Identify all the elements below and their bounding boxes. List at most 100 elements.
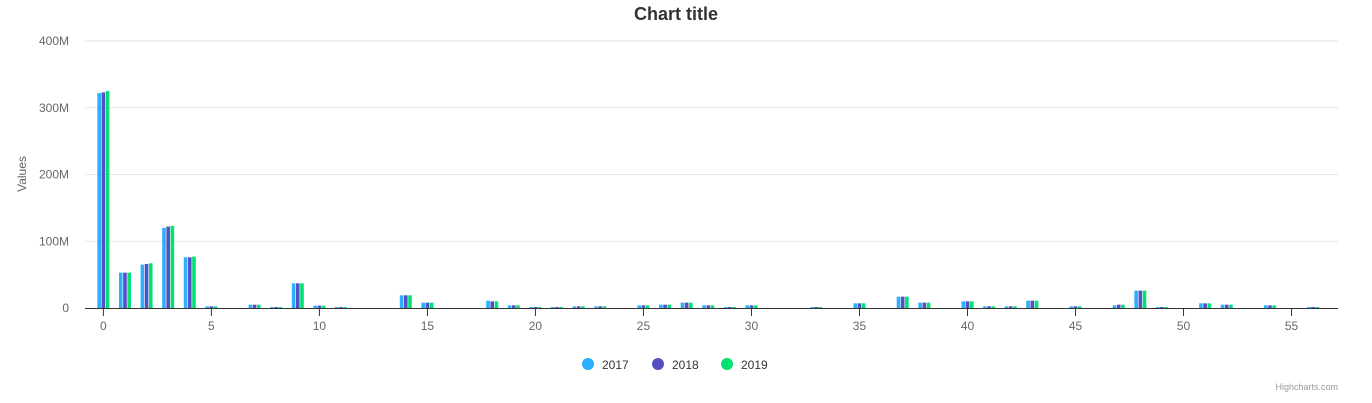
bar-2019-23[interactable]	[602, 306, 607, 308]
bar-2018-54[interactable]	[1268, 305, 1272, 308]
bar-2017-37[interactable]	[896, 296, 901, 308]
bar-2017-29[interactable]	[723, 306, 728, 308]
bar-2019-25[interactable]	[645, 305, 650, 308]
bar-2018-52[interactable]	[1224, 304, 1229, 308]
bar-2017-42[interactable]	[1004, 306, 1009, 308]
bar-2019-54[interactable]	[1272, 305, 1276, 308]
bar-2019-18[interactable]	[494, 301, 499, 308]
bar-2018-33[interactable]	[814, 306, 819, 308]
bar-2017-21[interactable]	[551, 306, 555, 308]
bar-2018-51[interactable]	[1203, 303, 1207, 308]
bar-2019-47[interactable]	[1121, 304, 1125, 308]
bar-2019-48[interactable]	[1142, 290, 1147, 308]
bar-2018-11[interactable]	[339, 306, 343, 308]
bar-2017-1[interactable]	[118, 272, 123, 308]
bar-2018-47[interactable]	[1116, 304, 1121, 308]
bar-2017-56[interactable]	[1307, 306, 1311, 308]
bar-2017-35[interactable]	[853, 303, 858, 308]
bar-2019-1[interactable]	[127, 272, 131, 308]
bar-2019-21[interactable]	[559, 306, 564, 308]
bar-2019-29[interactable]	[732, 306, 736, 308]
bar-2019-15[interactable]	[429, 302, 434, 308]
bar-2017-38[interactable]	[918, 302, 922, 308]
bar-2018-45[interactable]	[1073, 306, 1078, 308]
bar-2018-14[interactable]	[404, 295, 408, 308]
bar-2017-30[interactable]	[745, 305, 750, 308]
bar-2018-37[interactable]	[900, 296, 905, 308]
bar-2019-28[interactable]	[710, 305, 715, 308]
legend-label-2019[interactable]: 2019	[741, 358, 768, 372]
bar-2019-2[interactable]	[148, 263, 153, 308]
legend-symbol-2017[interactable]	[582, 358, 594, 370]
legend-symbol-2018[interactable]	[652, 358, 664, 370]
bar-2017-45[interactable]	[1069, 306, 1074, 308]
bar-2018-3[interactable]	[166, 226, 170, 308]
bar-2017-8[interactable]	[270, 307, 274, 308]
bar-2018-40[interactable]	[965, 301, 970, 308]
bar-2019-4[interactable]	[192, 256, 196, 308]
bar-2018-25[interactable]	[641, 305, 646, 308]
bar-2019-3[interactable]	[170, 225, 175, 308]
bar-2019-52[interactable]	[1229, 304, 1233, 308]
bar-2018-38[interactable]	[922, 302, 927, 308]
credits-link[interactable]: Highcharts.com	[1275, 382, 1338, 392]
bar-2019-11[interactable]	[343, 306, 348, 308]
legend-label-2017[interactable]: 2017	[602, 358, 629, 372]
legend-label-2018[interactable]: 2018	[672, 358, 699, 372]
bar-2018-1[interactable]	[123, 272, 127, 308]
bar-2019-5[interactable]	[213, 306, 218, 308]
bar-2019-42[interactable]	[1013, 306, 1017, 308]
bar-2018-7[interactable]	[252, 304, 257, 308]
bar-2018-42[interactable]	[1008, 306, 1013, 308]
bar-2018-48[interactable]	[1138, 290, 1143, 308]
bar-2019-41[interactable]	[991, 306, 996, 308]
bar-2018-49[interactable]	[1160, 306, 1164, 308]
bar-2018-26[interactable]	[663, 304, 667, 308]
bar-2017-43[interactable]	[1026, 300, 1030, 308]
bar-2018-0[interactable]	[101, 92, 106, 309]
bar-2018-20[interactable]	[533, 306, 538, 308]
bar-2017-33[interactable]	[810, 306, 814, 308]
bar-2017-26[interactable]	[659, 304, 663, 308]
bar-2018-35[interactable]	[857, 303, 862, 308]
bar-2018-18[interactable]	[490, 301, 495, 308]
bar-2017-47[interactable]	[1112, 305, 1117, 308]
bar-2017-22[interactable]	[572, 306, 577, 308]
bar-2018-10[interactable]	[317, 305, 322, 308]
bar-2017-14[interactable]	[399, 295, 404, 308]
bar-2018-15[interactable]	[425, 302, 430, 308]
bar-2018-29[interactable]	[728, 306, 732, 308]
bar-2018-2[interactable]	[144, 263, 149, 308]
bar-2018-8[interactable]	[274, 307, 278, 308]
bar-2019-45[interactable]	[1077, 306, 1082, 308]
bar-2019-49[interactable]	[1164, 306, 1168, 308]
bar-2018-56[interactable]	[1311, 306, 1315, 308]
bar-2019-0[interactable]	[105, 91, 110, 308]
bar-2018-28[interactable]	[706, 305, 711, 308]
bar-2018-22[interactable]	[576, 306, 581, 308]
bar-2017-49[interactable]	[1155, 306, 1160, 308]
bar-2018-9[interactable]	[295, 283, 300, 308]
bar-2019-8[interactable]	[278, 307, 283, 308]
bar-2017-11[interactable]	[335, 306, 339, 308]
bar-2017-7[interactable]	[248, 304, 253, 308]
bar-2017-48[interactable]	[1134, 290, 1138, 308]
bar-2019-22[interactable]	[581, 306, 585, 308]
bar-2018-4[interactable]	[187, 257, 192, 308]
bar-2019-20[interactable]	[537, 306, 542, 308]
legend-symbol-2019[interactable]	[721, 358, 733, 370]
bar-2018-21[interactable]	[555, 306, 559, 308]
bar-2018-19[interactable]	[512, 305, 516, 308]
bar-2019-7[interactable]	[256, 304, 261, 308]
bar-2017-23[interactable]	[594, 306, 598, 308]
bar-2017-20[interactable]	[529, 306, 534, 308]
bar-2017-27[interactable]	[680, 302, 685, 308]
bar-2019-35[interactable]	[861, 303, 866, 308]
bar-2019-9[interactable]	[300, 283, 304, 308]
bar-2019-37[interactable]	[905, 296, 909, 308]
bar-2018-41[interactable]	[987, 306, 991, 308]
bar-2019-14[interactable]	[408, 295, 412, 308]
bar-2019-43[interactable]	[1034, 300, 1039, 308]
bar-2019-40[interactable]	[969, 301, 974, 308]
bar-2017-18[interactable]	[486, 300, 490, 308]
